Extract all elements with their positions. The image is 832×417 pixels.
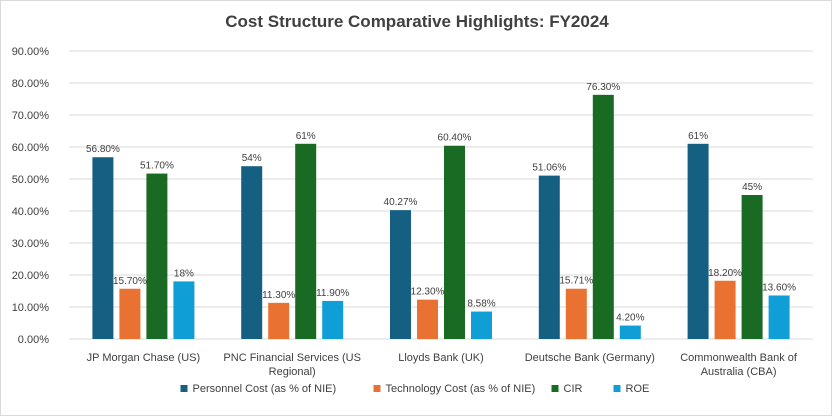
legend-label: ROE xyxy=(626,383,650,395)
data-label: 11.30% xyxy=(262,290,295,301)
bar-roe xyxy=(322,300,344,339)
x-category-label: Regional) xyxy=(269,366,316,378)
data-label: 51.70% xyxy=(140,161,174,172)
y-tick-label: 30.00% xyxy=(12,238,50,250)
bar-roe xyxy=(619,325,641,339)
y-tick-label: 20.00% xyxy=(12,270,50,282)
data-label: 15.70% xyxy=(113,276,147,287)
y-tick-label: 90.00% xyxy=(12,46,50,58)
legend-label: Technology Cost (as % of NIE) xyxy=(386,383,536,395)
bar-cir xyxy=(592,94,614,339)
data-label: 76.30% xyxy=(586,82,620,93)
legend: Personnel Cost (as % of NIE) Technology C… xyxy=(180,383,650,395)
bar-technology-cost-as-of-nie xyxy=(268,302,290,339)
data-label: 18% xyxy=(174,268,194,279)
chart-title: Cost Structure Comparative Highlights: F… xyxy=(225,12,609,31)
data-label: 13.60% xyxy=(762,282,796,293)
data-label: 60.40% xyxy=(438,133,472,144)
legend-swatch xyxy=(551,385,559,392)
bar-personnel-cost-as-of-nie xyxy=(687,143,709,339)
data-label: 45% xyxy=(742,182,762,193)
bar-personnel-cost-as-of-nie xyxy=(390,210,411,339)
y-tick-label: 10.00% xyxy=(12,302,50,314)
legend-label: CIR xyxy=(564,383,583,395)
bar-technology-cost-as-of-nie xyxy=(417,299,438,339)
data-label: 11.90% xyxy=(316,288,349,299)
x-category-label: Deutsche Bank (Germany) xyxy=(525,352,655,364)
bar-roe xyxy=(471,311,492,339)
bar-technology-cost-as-of-nie xyxy=(714,280,736,339)
bar-technology-cost-as-of-nie xyxy=(119,288,141,339)
y-tick-label: 0.00% xyxy=(18,334,49,346)
bar-personnel-cost-as-of-nie xyxy=(92,157,114,339)
data-label: 61% xyxy=(688,131,708,142)
data-label: 40.27% xyxy=(384,197,418,208)
legend-swatch xyxy=(373,385,381,392)
data-labels: 56.80% 15.70% 51.70% 18% 54% 11.30% 61% 11.90% 4… xyxy=(86,82,796,324)
data-label: 4.20% xyxy=(616,313,644,324)
legend-swatch xyxy=(613,385,621,392)
bar-roe xyxy=(768,295,790,339)
bars xyxy=(92,94,790,339)
y-tick-label: 70.00% xyxy=(12,110,50,122)
bar-cir xyxy=(741,195,763,339)
y-tick-label: 60.00% xyxy=(12,142,50,154)
x-category-label: PNC Financial Services (US xyxy=(223,352,361,364)
x-axis-categories: JP Morgan Chase (US) PNC Financial Servic… xyxy=(87,352,798,378)
bar-personnel-cost-as-of-nie xyxy=(538,175,560,339)
data-label: 61% xyxy=(296,131,316,142)
data-label: 18.20% xyxy=(708,268,742,279)
y-tick-label: 80.00% xyxy=(12,78,50,90)
y-tick-label: 40.00% xyxy=(12,206,50,218)
x-category-label: JP Morgan Chase (US) xyxy=(87,352,201,364)
data-label: 54% xyxy=(242,153,262,164)
legend-swatch xyxy=(180,385,188,392)
data-label: 12.30% xyxy=(411,287,445,298)
bar-cir xyxy=(146,173,168,339)
legend-label: Personnel Cost (as % of NIE) xyxy=(193,383,337,395)
bar-cir xyxy=(295,143,317,339)
x-category-label: Australia (CBA) xyxy=(701,366,777,378)
data-label: 15.71% xyxy=(559,276,593,287)
bar-personnel-cost-as-of-nie xyxy=(241,166,263,339)
x-category-label: Commonwealth Bank of xyxy=(680,352,798,364)
data-label: 56.80% xyxy=(86,144,120,155)
bar-technology-cost-as-of-nie xyxy=(565,288,587,339)
bar-cir xyxy=(444,145,465,339)
bar-roe xyxy=(173,281,195,339)
y-tick-label: 50.00% xyxy=(12,174,50,186)
x-category-label: Lloyds Bank (UK) xyxy=(398,352,484,364)
y-axis-ticks: 0.00% 10.00% 20.00% 30.00% 40.00% 50.00% 60.00… xyxy=(12,46,50,346)
data-label: 8.58% xyxy=(467,299,495,310)
data-label: 51.06% xyxy=(532,163,566,174)
